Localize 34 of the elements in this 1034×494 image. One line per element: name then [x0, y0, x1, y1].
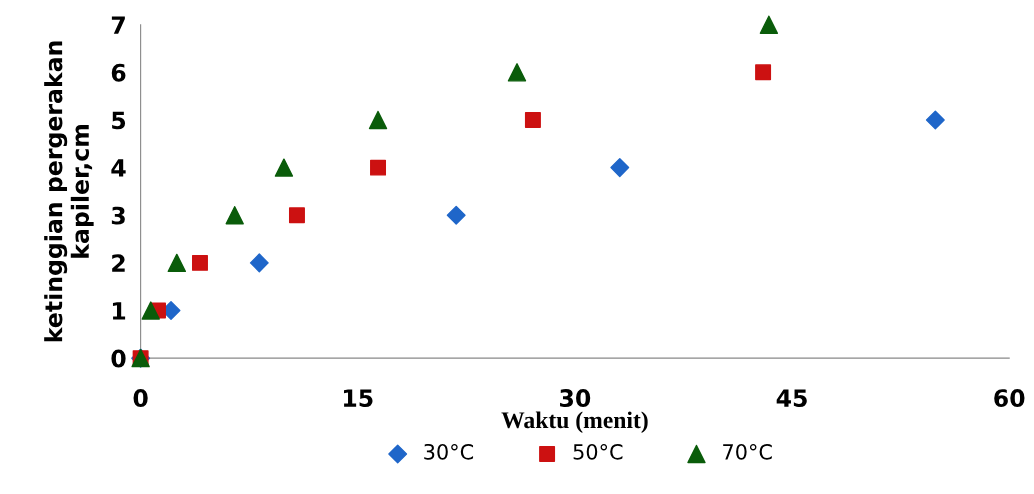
y-tick-label: 6 — [111, 63, 126, 82]
x-tick-label: 45 — [776, 389, 807, 407]
y-axis-title: ketinggian pergerakan kapiler,cm — [44, 41, 94, 342]
x-axis-title: Waktu (menit) — [501, 411, 648, 433]
y-tick-label: 4 — [111, 159, 126, 177]
y-tick-label: 0 — [111, 349, 126, 368]
legend-label: 30°C — [424, 443, 474, 460]
point — [610, 158, 630, 178]
x-tick-label: 15 — [344, 389, 373, 407]
y-tick-label: 3 — [111, 206, 125, 225]
point — [759, 15, 779, 34]
point — [925, 110, 945, 130]
point — [249, 253, 269, 273]
legend-label: 50°C — [573, 443, 623, 460]
x-tick-label: 60 — [994, 389, 1025, 407]
point — [141, 301, 160, 320]
point — [368, 110, 388, 130]
x-tick-label: 30 — [560, 389, 591, 407]
x-tick-label: 0 — [133, 389, 148, 407]
y-tick-label: 2 — [112, 254, 125, 272]
point — [507, 63, 527, 82]
point — [274, 158, 294, 177]
point — [524, 111, 541, 128]
y-tick-label: 5 — [112, 111, 126, 130]
point — [370, 159, 387, 176]
y-tick-label: 7 — [111, 16, 125, 34]
point — [225, 206, 244, 225]
point — [288, 207, 305, 224]
point — [446, 205, 466, 225]
point — [167, 253, 187, 273]
y-tick-label: 1 — [112, 302, 126, 320]
legend-label: 70°C — [723, 443, 772, 460]
point — [755, 64, 772, 81]
point — [191, 254, 208, 271]
